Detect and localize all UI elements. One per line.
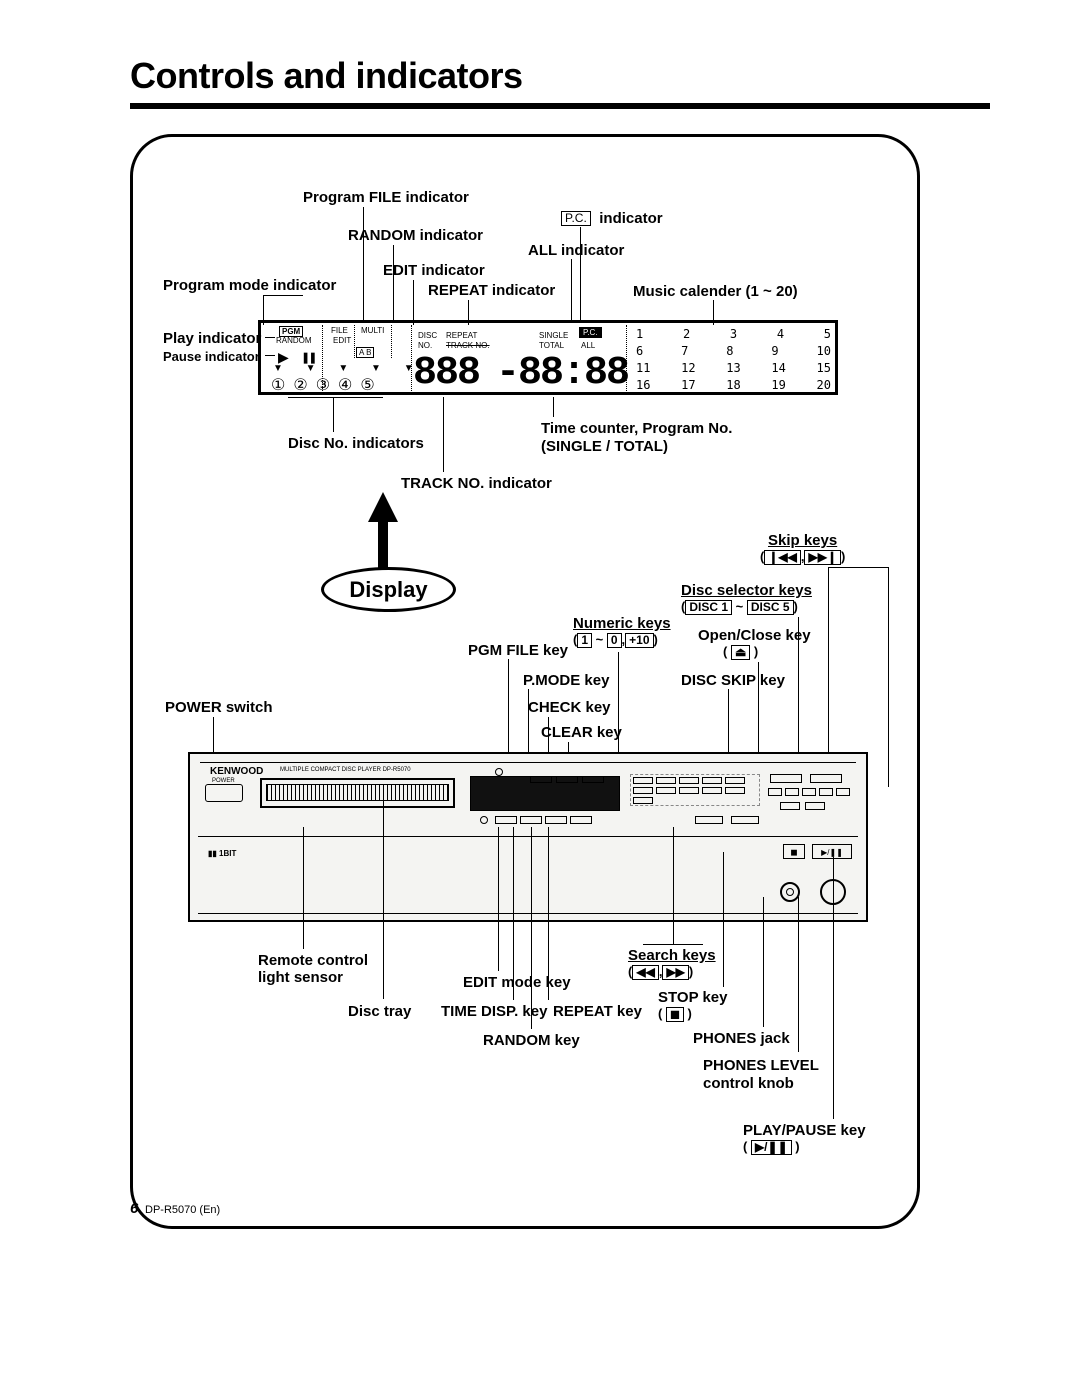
label-pgm-file: PGM FILE key — [468, 642, 568, 659]
ind-edit: EDIT — [333, 336, 351, 345]
label-music-cal: Music calender (1 ~ 20) — [633, 283, 798, 300]
label-open-close: Open/Close key — [698, 627, 811, 644]
label-track-no: TRACK NO. indicator — [401, 475, 552, 492]
label-all: ALL indicator — [528, 242, 624, 259]
device-front-panel: KENWOOD MULTIPLE COMPACT DISC PLAYER DP-… — [188, 752, 868, 922]
music-calendar: 12345 678910 1112131415 1617181920 — [636, 327, 831, 392]
label-play-pause: PLAY/PAUSE key — [743, 1122, 866, 1139]
disc-circles: ①②③④⑤ — [271, 375, 383, 395]
label-pmode: P.MODE key — [523, 672, 609, 689]
label-time-counter: Time counter, Program No. — [541, 420, 732, 437]
pmode-key[interactable] — [530, 776, 552, 783]
disc-selector-keys[interactable] — [768, 788, 850, 796]
ind-no: NO. — [418, 341, 432, 350]
pc-box: P.C. — [561, 211, 591, 226]
search-back-key[interactable] — [695, 816, 723, 824]
label-pc: P.C. indicator — [561, 210, 663, 228]
title-rule — [130, 103, 990, 109]
track-seg: 888 — [413, 351, 479, 396]
disc-tray[interactable] — [260, 778, 455, 808]
skip-fwd-key[interactable] — [805, 802, 825, 810]
label-disc-no: Disc No. indicators — [288, 435, 424, 452]
label-search: Search keys — [628, 947, 716, 964]
ind-trackno: TRACK NO. — [446, 341, 490, 350]
label-edit-mode: EDIT mode key — [463, 974, 571, 991]
repeat-key[interactable] — [570, 816, 592, 824]
ind-disc: DISC — [418, 331, 437, 340]
ind-random: RANDOM — [276, 336, 312, 345]
label-power: POWER switch — [165, 699, 273, 716]
ind-total: TOTAL — [539, 341, 564, 350]
skip-back-key[interactable] — [780, 802, 800, 810]
label-pause: Pause indicator — [163, 349, 260, 364]
label-check: CHECK key — [528, 699, 611, 716]
device-brand: KENWOOD — [210, 766, 263, 777]
disc-range: (DISC 1 ~ DISC 5) — [681, 599, 798, 615]
label-stop: STOP key — [658, 989, 728, 1006]
numeric-keys[interactable] — [630, 774, 760, 806]
label-repeat: REPEAT indicator — [428, 282, 555, 299]
ind-file: FILE — [331, 326, 348, 335]
ind-repeat: REPEAT — [446, 331, 477, 340]
label-disc-tray: Disc tray — [348, 1003, 411, 1020]
label-skip-keys: Skip keys — [768, 532, 837, 549]
label-program-mode: Program mode indicator — [163, 277, 336, 294]
label-repeat-key: REPEAT key — [553, 1003, 642, 1020]
ind-ab: A B — [356, 347, 374, 358]
power-switch[interactable] — [205, 784, 243, 802]
label-random-key: RANDOM key — [483, 1032, 580, 1049]
stop-key[interactable]: ◼ — [783, 844, 805, 859]
ind-pc: P.C. — [579, 327, 602, 338]
play-pause-key[interactable]: ▶/❚❚ — [812, 844, 852, 859]
label-edit: EDIT indicator — [383, 262, 485, 279]
ind-multi: MULTI — [361, 326, 384, 335]
label-random: RANDOM indicator — [348, 227, 483, 244]
ind-all: ALL — [581, 341, 595, 350]
pgm-file-key[interactable] — [495, 768, 503, 776]
skip-symbols: (❙◀◀,▶▶❙) — [760, 549, 845, 565]
random-key[interactable] — [545, 816, 567, 824]
clear-key[interactable] — [582, 776, 604, 783]
display-ellipse: Display — [321, 567, 456, 612]
time-disp-key[interactable] — [520, 816, 542, 824]
diagram-panel: Program FILE indicator RANDOM indicator … — [130, 134, 920, 1229]
page-title: Controls and indicators — [130, 55, 990, 97]
play-pause-sym: ( ▶/❚❚ ) — [743, 1139, 800, 1155]
search-fwd-key[interactable] — [731, 816, 759, 824]
label-clear: CLEAR key — [541, 724, 622, 741]
time-seg: -88:88 — [496, 351, 628, 396]
label-disc-selector: Disc selector keys — [681, 582, 812, 599]
label-time-counter-2: (SINGLE / TOTAL) — [541, 438, 668, 455]
disc-skip-key[interactable] — [770, 774, 802, 783]
label-disc-skip: DISC SKIP key — [681, 672, 785, 689]
label-remote: Remote control light sensor — [258, 952, 368, 986]
label-program-file: Program FILE indicator — [303, 189, 469, 206]
label-phones-jack: PHONES jack — [693, 1030, 790, 1047]
edit-mode-key[interactable] — [495, 816, 517, 824]
eject-sym: ( ⏏ ) — [723, 644, 758, 660]
label-numeric: Numeric keys — [573, 615, 671, 632]
display-arrow — [363, 492, 403, 577]
open-close-key[interactable] — [810, 774, 842, 783]
device-model-line: MULTIPLE COMPACT DISC PLAYER DP-R5070 — [280, 767, 411, 773]
remote-sensor — [480, 816, 488, 824]
label-phones-level-2: control knob — [703, 1075, 794, 1092]
stop-sym: ( ◼ ) — [658, 1006, 692, 1022]
page-footer: 6 DP-R5070 (En) — [130, 1200, 220, 1217]
lcd-display: PGM FILE MULTI RANDOM EDIT A B DISC NO. … — [258, 320, 838, 395]
check-key[interactable] — [556, 776, 578, 783]
numeric-range: (1 ~ 0,+10) — [573, 632, 658, 648]
ind-single: SINGLE — [539, 331, 568, 340]
power-text: POWER — [212, 778, 235, 784]
search-sym: (◀◀,▶▶) — [628, 964, 693, 980]
badge: ▮▮ 1BIT — [208, 849, 236, 858]
label-phones-level: PHONES LEVEL — [703, 1057, 819, 1074]
phones-jack[interactable] — [780, 882, 800, 902]
label-play: Play indicator — [163, 330, 261, 347]
